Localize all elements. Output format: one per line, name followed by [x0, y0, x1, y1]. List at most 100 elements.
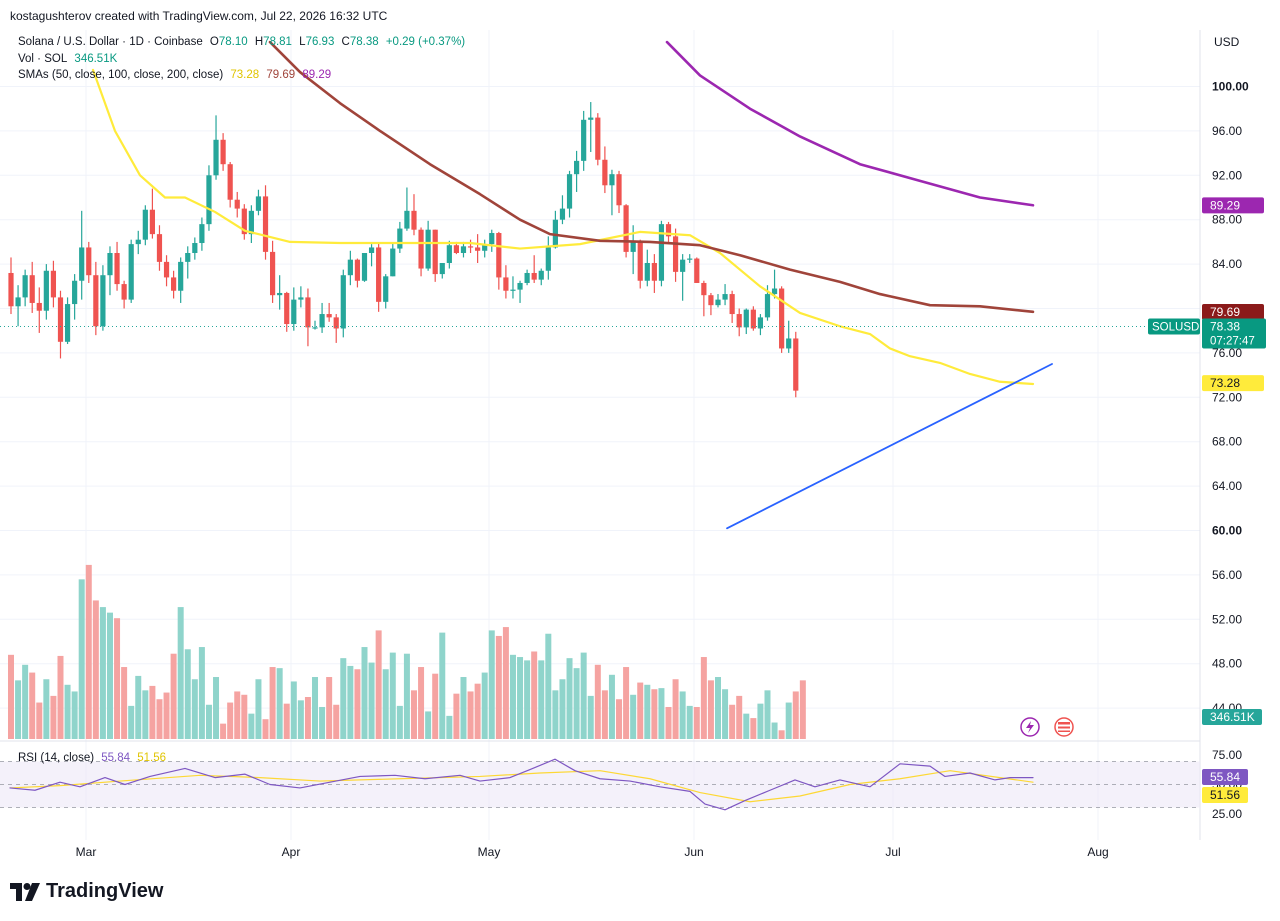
time-tick-label: Jul — [885, 845, 900, 859]
candle-body — [793, 338, 799, 391]
last-price-badge: 78.38 07:27:47 — [1202, 318, 1266, 349]
candle-body — [192, 243, 198, 253]
volume-bar — [644, 684, 651, 739]
candle-body — [475, 247, 481, 251]
candle-body — [786, 338, 792, 349]
sma100-value: 79.69 — [266, 69, 296, 81]
volume-bar — [135, 675, 142, 739]
sma200-value: 89.29 — [302, 69, 332, 81]
candle-body — [715, 299, 721, 306]
volume-bar — [354, 669, 361, 739]
candle-body — [630, 241, 636, 252]
candle-body — [404, 210, 410, 229]
volume-bar — [340, 658, 347, 739]
volume-bar — [467, 691, 474, 739]
volume-badge: 346.51K — [1202, 709, 1262, 725]
candle-body — [185, 253, 191, 262]
price-axis[interactable]: 100.0096.0092.0088.0084.0080.0076.0072.0… — [1212, 35, 1249, 821]
volume-bar — [92, 600, 99, 739]
volume-bar — [227, 702, 234, 739]
price-tick-label: 84.00 — [1212, 257, 1242, 271]
volume-bar — [502, 627, 509, 739]
tradingview-logo[interactable]: TradingView — [10, 880, 163, 903]
volume-bar — [43, 679, 50, 739]
candle-body — [503, 277, 509, 291]
price-tick-label: 60.00 — [1212, 524, 1242, 538]
sma200-line — [665, 40, 1035, 207]
candle-body — [347, 259, 353, 276]
candle-body — [757, 317, 764, 329]
rsi-ma-badge: 51.56 — [1202, 787, 1248, 803]
sma50-value: 73.28 — [230, 69, 260, 81]
candle-body — [305, 297, 311, 328]
candle-body — [206, 175, 212, 225]
candle-body — [510, 289, 516, 291]
candle-body — [376, 247, 382, 302]
candle-body — [411, 210, 417, 230]
volume-bar — [517, 657, 524, 739]
rsi-badge-bg — [1202, 769, 1248, 785]
volume-bar — [559, 679, 566, 739]
price-tick-label: 64.00 — [1212, 479, 1242, 493]
candle-body — [361, 253, 368, 281]
candle-body — [566, 174, 573, 209]
rsi-tick-label: 75.00 — [1212, 748, 1242, 762]
volume-bar — [57, 655, 64, 739]
candle-body — [255, 196, 262, 211]
legend-volume-row[interactable]: Vol · SOL 346.51K — [18, 52, 121, 66]
candle-body — [93, 275, 99, 327]
sma200-badge-bg — [1202, 197, 1264, 214]
volume-bar — [446, 715, 453, 739]
candle-body — [79, 247, 85, 281]
candle-body — [651, 262, 657, 281]
sma-label: SMAs (50, close, 100, close, 200, close) — [18, 69, 224, 81]
volume-bar — [347, 665, 354, 739]
candle-body — [171, 277, 177, 291]
volume-bar — [750, 718, 757, 739]
symbol-badge-bg — [1148, 318, 1200, 335]
volume-bar — [425, 711, 432, 739]
candle-body — [779, 288, 785, 349]
price-tick-label: 52.00 — [1212, 612, 1242, 626]
candle-body — [616, 174, 622, 206]
legend-rsi-row[interactable]: RSI (14, close) 55.84 51.56 — [18, 751, 170, 765]
rsi-pane — [0, 758, 1200, 811]
candle-body — [114, 253, 120, 285]
symbol-badge-text: SOLUSD — [1152, 321, 1199, 333]
candle-body — [50, 270, 57, 298]
flag-icon — [1054, 717, 1074, 737]
candle-body — [298, 297, 304, 300]
time-axis[interactable]: Mar Apr May Jun Jul Aug — [76, 845, 1109, 859]
candle-body — [581, 119, 587, 161]
candle-body — [743, 309, 749, 328]
candle-body — [701, 282, 707, 296]
candle-body — [524, 272, 530, 283]
candle-body — [644, 262, 650, 281]
sma100-badge-text: 79.69 — [1210, 305, 1240, 319]
volume-bar — [297, 700, 304, 739]
legend-sma-row[interactable]: SMAs (50, close, 100, close, 200, close)… — [18, 68, 335, 82]
candle-body — [383, 276, 389, 302]
volume-bar — [184, 649, 191, 739]
volume-bar — [700, 657, 707, 739]
tradingview-logo-icon — [10, 882, 40, 901]
candle-body — [446, 245, 452, 263]
volume-bar — [78, 579, 85, 739]
candle-body — [121, 284, 127, 300]
candle-body — [722, 294, 728, 300]
sma100-badge: 79.69 — [1202, 303, 1264, 320]
candle-body — [269, 251, 276, 296]
candle-body — [680, 259, 686, 272]
chart-caption: kostagushterov created with TradingView.… — [10, 9, 388, 23]
candle-body — [595, 117, 601, 160]
candle-body — [86, 247, 92, 276]
price-tick-label: 76.00 — [1212, 346, 1242, 360]
last-price-text: 78.38 — [1210, 319, 1240, 333]
legend-symbol-row[interactable]: Solana / U.S. Dollar · 1D · Coinbase O78… — [18, 35, 469, 49]
candle-body — [178, 261, 184, 291]
volume-bar — [142, 690, 149, 739]
ohlc-close: C78.38 — [341, 36, 379, 48]
volume-bar — [326, 677, 333, 739]
volume-bar — [241, 694, 248, 739]
